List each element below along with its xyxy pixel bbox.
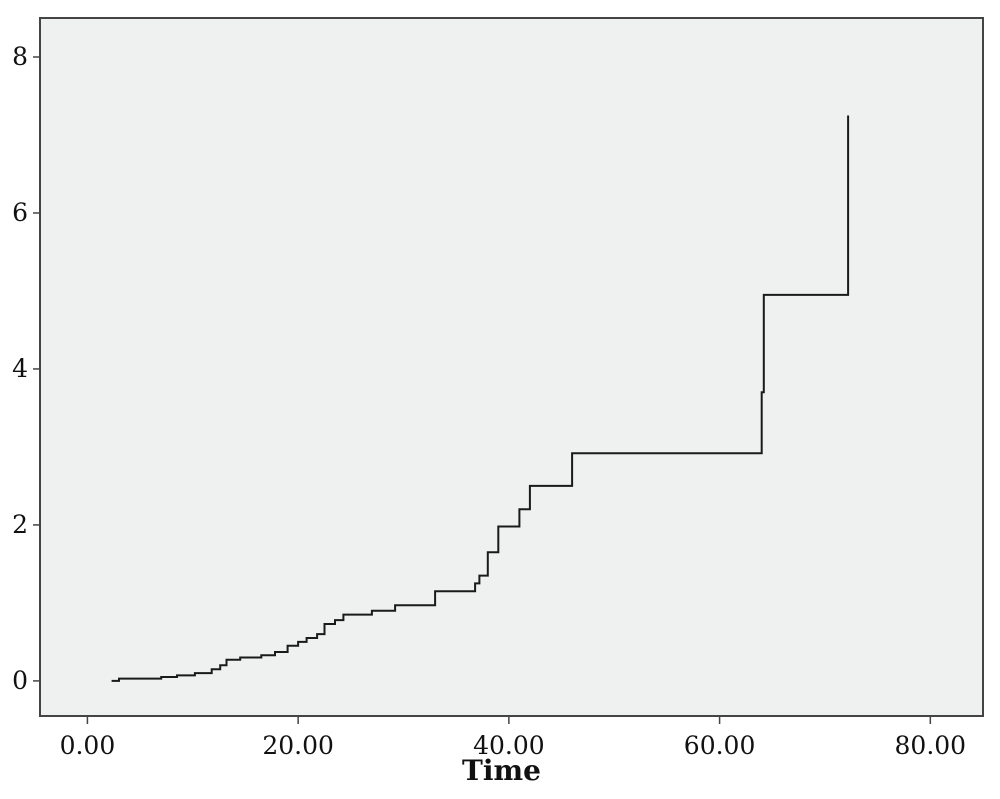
x-tick-label: 60.00 (684, 731, 756, 760)
y-tick-label: 4 (12, 354, 28, 383)
y-tick-label: 6 (12, 198, 28, 227)
y-axis: 0 2 4 6 8 (12, 42, 40, 695)
x-tick-label: 0.00 (60, 731, 116, 760)
x-tick-label: 20.00 (262, 731, 334, 760)
x-axis: 0.00 20.00 40.00 60.00 80.00 (60, 716, 967, 760)
x-tick-label: 80.00 (895, 731, 967, 760)
plot-area (39, 17, 984, 717)
y-tick-label: 2 (12, 510, 28, 539)
y-tick-label: 8 (12, 42, 28, 71)
x-axis-title: Time (462, 754, 541, 787)
y-tick-label: 0 (12, 666, 28, 695)
cumulative-hazard-line (111, 115, 850, 682)
x-tick-label: 40.00 (473, 731, 545, 760)
